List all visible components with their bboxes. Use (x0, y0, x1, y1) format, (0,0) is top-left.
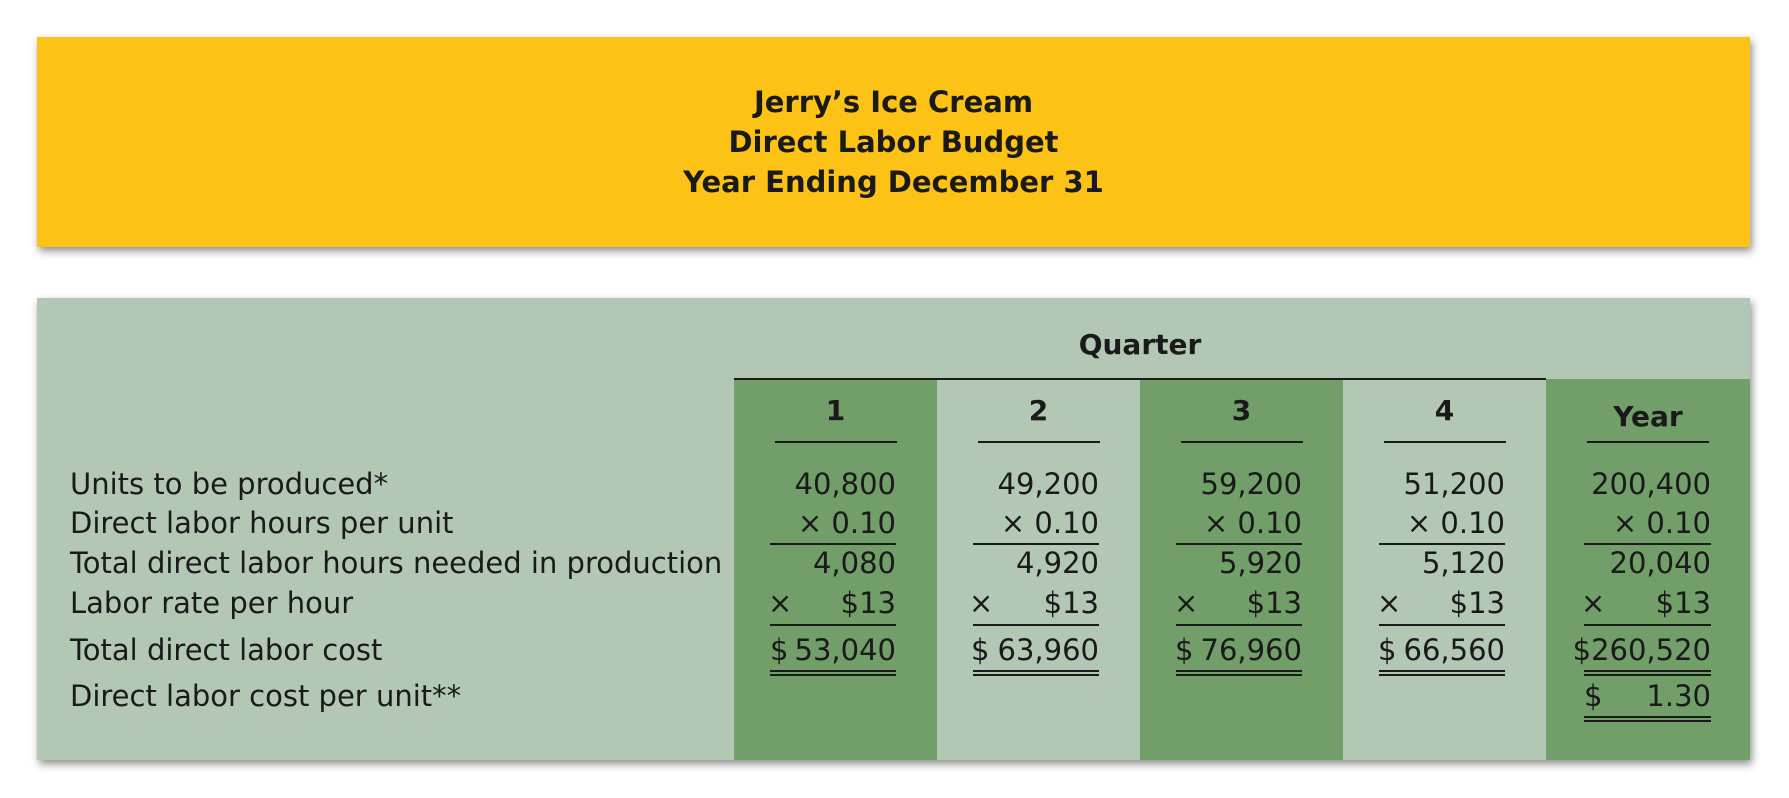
row-label-units: Units to be produced* (70, 467, 389, 501)
cost-rule-q4 (1379, 624, 1505, 626)
cell-total-cost-q2: 63,960 (997, 633, 1099, 667)
quarter-group-label: Quarter (1078, 328, 1202, 361)
cell-total-cost-q4: 66,560 (1403, 633, 1505, 667)
cell-rate-q3: $13 (1246, 586, 1302, 620)
double-rule-q1 (770, 670, 896, 676)
cell-rate-q4: $13 (1449, 586, 1505, 620)
cell-hours-per-unit-q3: × 0.10 (1203, 506, 1302, 540)
double-rule-q3 (1176, 670, 1302, 676)
double-rule-cost-per-unit (1584, 716, 1711, 722)
report-title: Direct Labor Budget (728, 125, 1059, 159)
cell-rate-year: $13 (1655, 586, 1711, 620)
double-rule-q4 (1379, 670, 1505, 676)
dollar-sign-q2: $ (971, 633, 990, 667)
dollar-sign-q1: $ (770, 633, 789, 667)
subtotal-rule-q3 (1176, 543, 1302, 545)
cost-rule-year (1584, 624, 1711, 626)
cell-hours-per-unit-q2: × 0.10 (1000, 506, 1099, 540)
header-rule-year (1587, 441, 1709, 443)
row-label-total-hours: Total direct labor hours needed in produ… (70, 546, 723, 580)
company-name: Jerry’s Ice Cream (753, 85, 1034, 119)
subtotal-rule-q1 (770, 543, 896, 545)
cost-rule-q1 (770, 624, 896, 626)
cost-rule-q3 (1176, 624, 1302, 626)
subtotal-rule-q2 (973, 543, 1099, 545)
cost-rule-q2 (973, 624, 1099, 626)
multiply-sign-q2: × (969, 586, 994, 620)
cell-total-hours-q3: 5,920 (1218, 546, 1302, 580)
title-banner: Jerry’s Ice Cream Direct Labor Budget Ye… (37, 37, 1750, 247)
column-header-q4: 4 (1434, 394, 1455, 427)
budget-table: Quarter 1 2 3 4 Year Units to be produce… (37, 298, 1750, 760)
cell-rate-q1: $13 (840, 586, 896, 620)
cell-total-hours-q1: 4,080 (812, 546, 896, 580)
header-rule-q4 (1384, 441, 1506, 443)
multiply-sign-q1: × (768, 586, 793, 620)
cell-units-q4: 51,200 (1403, 467, 1505, 501)
header-rule-q1 (775, 441, 897, 443)
header-rule-q3 (1181, 441, 1303, 443)
cell-hours-per-unit-q4: × 0.10 (1406, 506, 1505, 540)
column-header-q1: 1 (825, 394, 846, 427)
double-rule-year (1584, 670, 1711, 676)
quarter-rule (734, 378, 1546, 380)
column-header-q3: 3 (1231, 394, 1252, 427)
dollar-sign-q4: $ (1378, 633, 1397, 667)
row-label-total-cost: Total direct labor cost (70, 633, 383, 667)
cell-total-cost-q3: 76,960 (1200, 633, 1302, 667)
multiply-sign-q3: × (1174, 586, 1199, 620)
cell-cost-per-unit-year: 1.30 (1646, 679, 1711, 713)
multiply-sign-q4: × (1377, 586, 1402, 620)
cell-hours-per-unit-q1: × 0.10 (797, 506, 896, 540)
cell-units-q3: 59,200 (1200, 467, 1302, 501)
cell-total-cost-q1: 53,040 (794, 633, 896, 667)
cell-units-q2: 49,200 (997, 467, 1099, 501)
column-header-year: Year (1613, 400, 1683, 433)
cell-total-hours-q2: 4,920 (1015, 546, 1099, 580)
cell-rate-q2: $13 (1043, 586, 1099, 620)
report-period: Year Ending December 31 (683, 165, 1104, 199)
multiply-sign-year: × (1581, 586, 1606, 620)
cell-total-cost-year: $260,520 (1572, 633, 1711, 667)
cell-total-hours-year: 20,040 (1609, 546, 1711, 580)
subtotal-rule-q4 (1379, 543, 1505, 545)
cell-total-hours-q4: 5,120 (1421, 546, 1505, 580)
column-header-q2: 2 (1028, 394, 1049, 427)
subtotal-rule-year (1584, 543, 1711, 545)
double-rule-q2 (973, 670, 1099, 676)
cell-hours-per-unit-year: × 0.10 (1612, 506, 1711, 540)
header-rule-q2 (978, 441, 1100, 443)
row-label-rate: Labor rate per hour (70, 586, 354, 620)
cell-units-year: 200,400 (1591, 467, 1711, 501)
row-label-cost-per-unit: Direct labor cost per unit** (70, 679, 462, 713)
dollar-sign-q3: $ (1175, 633, 1194, 667)
cell-units-q1: 40,800 (794, 467, 896, 501)
row-label-hours-per-unit: Direct labor hours per unit (70, 506, 454, 540)
dollar-sign-cost-per-unit: $ (1584, 679, 1603, 713)
